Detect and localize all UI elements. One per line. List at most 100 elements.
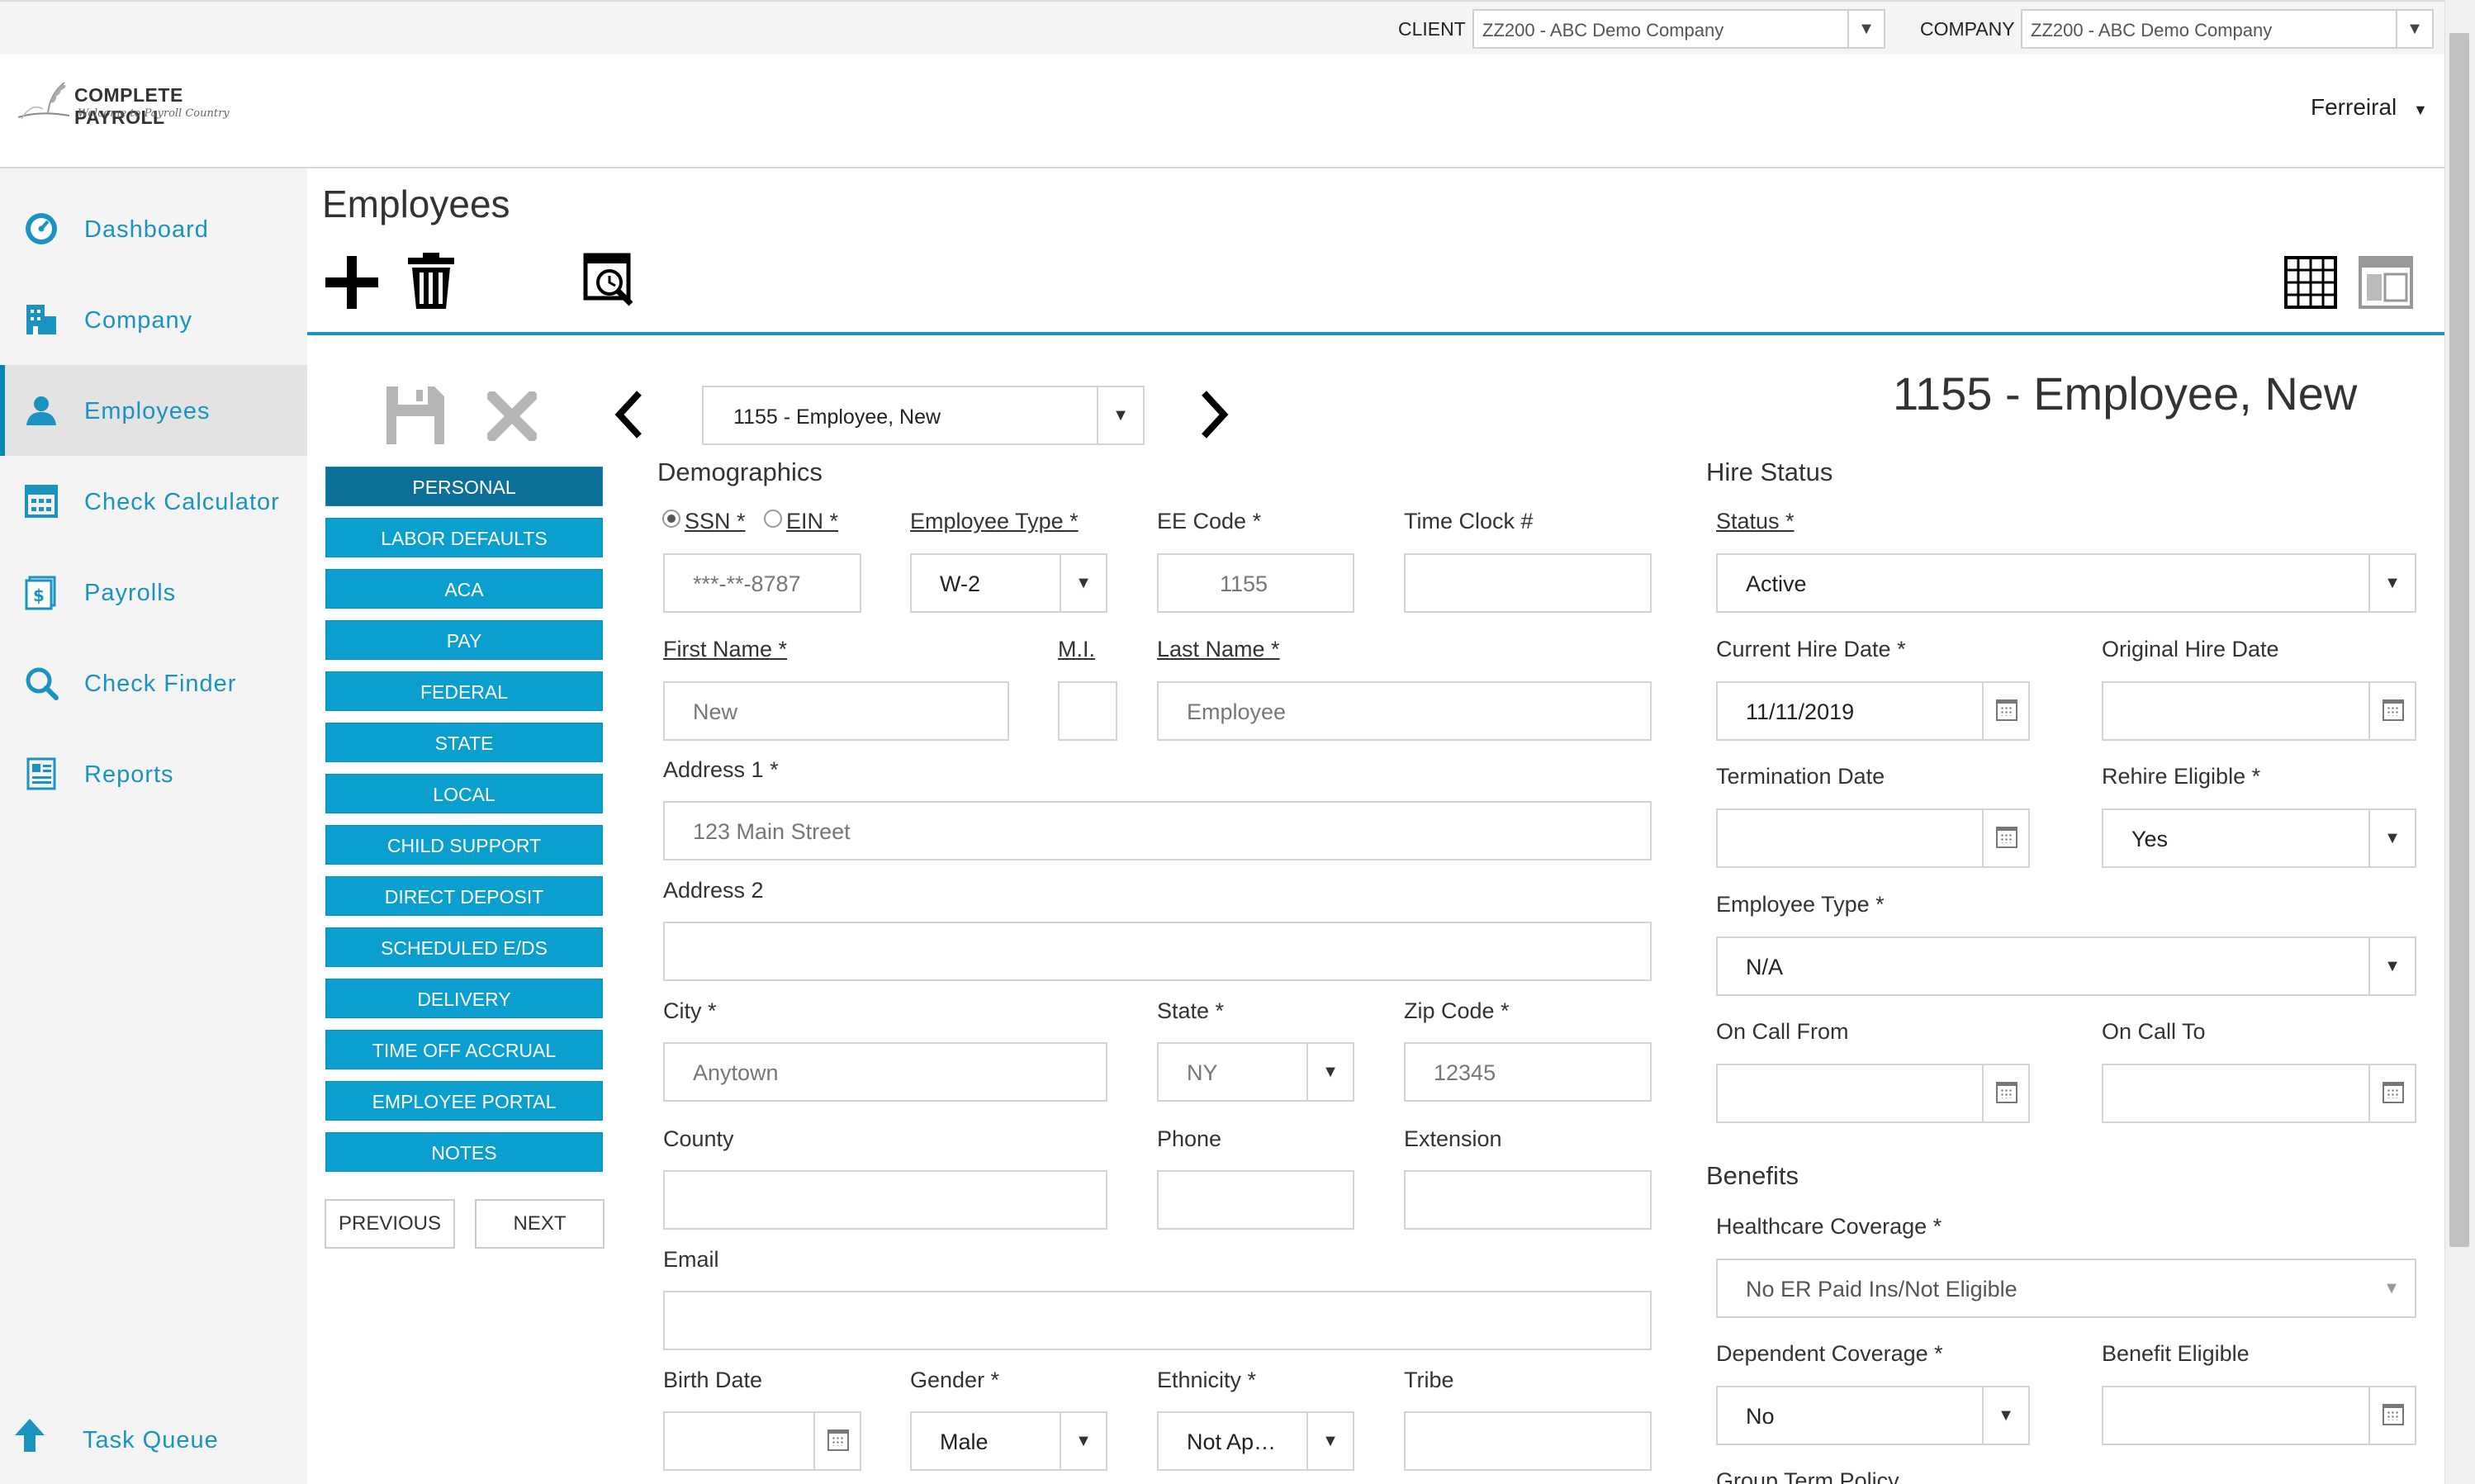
extension-input[interactable] [1404,1170,1652,1230]
save-icon[interactable] [386,386,444,444]
company-logo[interactable]: COMPLETE PAYROLL Welcome to Payroll Coun… [15,73,263,130]
company-select[interactable]: ZZ200 - ABC Demo Company ▼ [2021,9,2434,49]
first-name-input[interactable]: New [663,681,1009,741]
grid-view-icon[interactable] [2284,256,2337,309]
termination-date-input[interactable] [1716,808,2030,868]
status-select[interactable]: Active ▼ [1716,553,2416,613]
current-hire-date-input[interactable]: 11/11/2019 [1716,681,2030,741]
tab-time-off-accrual[interactable]: TIME OFF ACCRUAL [325,1030,603,1069]
dependent-coverage-select[interactable]: No ▼ [1716,1386,2030,1445]
trash-icon[interactable] [408,253,454,309]
logo-tagline: Welcome to Payroll Country [78,107,230,120]
address2-label: Address 2 [663,878,764,903]
form-view-icon[interactable] [2359,256,2413,309]
chevron-down-icon[interactable]: ▼ [1847,11,1884,47]
zip-input[interactable]: 12345 [1404,1042,1652,1102]
on-call-from-input[interactable] [1716,1064,2030,1123]
chevron-left-icon[interactable] [614,390,644,439]
rehire-eligible-select[interactable]: Yes ▼ [2102,808,2416,868]
tab-direct-deposit[interactable]: DIRECT DEPOSIT [325,876,603,916]
cancel-icon[interactable] [487,391,537,441]
chevron-down-icon[interactable]: ▼ [1097,387,1143,443]
user-menu[interactable]: Ferreiral ▼ [2311,94,2428,121]
calendar-icon[interactable] [2368,1387,2415,1444]
tab-child-support[interactable]: CHILD SUPPORT [325,825,603,865]
on-call-to-input[interactable] [2102,1064,2416,1123]
state-select[interactable]: NY ▼ [1157,1042,1354,1102]
dashboard-icon [26,213,57,244]
ssn-radio[interactable] [662,510,680,528]
sidebar-item-employees[interactable]: Employees [0,365,307,456]
tab-aca[interactable]: ACA [325,569,603,609]
tribe-input[interactable] [1404,1411,1652,1471]
sidebar-item-reports[interactable]: Reports [0,728,307,819]
sidebar-item-check-calculator[interactable]: Check Calculator [0,456,307,547]
ein-radio[interactable] [764,510,782,528]
tab-personal[interactable]: PERSONAL [325,467,603,506]
chevron-down-icon[interactable]: ▼ [2383,1279,2400,1297]
address2-input[interactable] [663,922,1652,981]
birth-date-input[interactable] [663,1411,861,1471]
sidebar-item-company[interactable]: Company [0,274,307,365]
sidebar-item-payrolls[interactable]: $ Payrolls [0,547,307,638]
original-hire-date-input[interactable] [2102,681,2416,741]
last-name-input[interactable]: Employee [1157,681,1652,741]
chevron-right-icon[interactable] [1199,390,1229,439]
calendar-icon[interactable] [2368,1065,2415,1121]
previous-button[interactable]: PREVIOUS [325,1199,455,1249]
chevron-down-icon[interactable]: ▼ [2368,555,2415,611]
hire-status-title: Hire Status [1706,458,1833,486]
ethnicity-select[interactable]: Not Ap… ▼ [1157,1411,1354,1471]
ssn-input[interactable]: ***-**-8787 [663,553,861,613]
time-clock-label: Time Clock # [1404,509,1534,533]
time-clock-input[interactable] [1404,553,1652,613]
county-input[interactable] [663,1170,1107,1230]
add-icon[interactable] [325,256,378,309]
address1-input[interactable]: 123 Main Street [663,801,1652,861]
sidebar-item-check-finder[interactable]: Check Finder [0,638,307,728]
tab-labor-defaults[interactable]: LABOR DEFAULTS [325,518,603,557]
calendar-icon[interactable] [1982,683,2028,739]
calendar-icon[interactable] [1982,1065,2028,1121]
scrollbar-thumb[interactable] [2449,33,2469,1247]
calendar-icon[interactable] [1982,810,2028,866]
email-input[interactable] [663,1291,1652,1350]
chevron-down-icon[interactable]: ▼ [2368,810,2415,866]
employee-select[interactable]: 1155 - Employee, New ▼ [702,386,1145,445]
client-select[interactable]: ZZ200 - ABC Demo Company ▼ [1472,9,1885,49]
next-button[interactable]: NEXT [475,1199,605,1249]
chevron-down-icon[interactable]: ▼ [1060,1413,1106,1469]
tab-state[interactable]: STATE [325,723,603,762]
chevron-down-icon[interactable]: ▼ [2396,11,2432,47]
ethnicity-label: Ethnicity * [1157,1368,1257,1392]
tab-local[interactable]: LOCAL [325,774,603,813]
ee-code-input[interactable]: 1155 [1157,553,1354,613]
gender-select[interactable]: Male ▼ [910,1411,1107,1471]
hire-employee-type-select[interactable]: N/A ▼ [1716,936,2416,996]
calendar-icon[interactable] [813,1413,860,1469]
tab-employee-portal[interactable]: EMPLOYEE PORTAL [325,1081,603,1121]
chevron-down-icon[interactable]: ▼ [1060,555,1106,611]
tab-notes[interactable]: NOTES [325,1132,603,1172]
employee-type-select[interactable]: W-2 ▼ [910,553,1107,613]
mi-input[interactable] [1058,681,1117,741]
chevron-down-icon[interactable]: ▼ [1306,1413,1353,1469]
tab-pay[interactable]: PAY [325,620,603,660]
sidebar-item-dashboard[interactable]: Dashboard [0,183,307,274]
chevron-down-icon[interactable]: ▼ [2368,938,2415,994]
tab-federal[interactable]: FEDERAL [325,671,603,711]
gender-value: Male [940,1429,989,1454]
tab-delivery[interactable]: DELIVERY [325,979,603,1018]
chevron-down-icon[interactable]: ▼ [1306,1044,1353,1100]
search-icon [26,667,59,700]
tab-scheduled-eds[interactable]: SCHEDULED E/DS [325,927,603,967]
calendar-icon[interactable] [2368,683,2415,739]
benefit-eligible-input[interactable] [2102,1386,2416,1445]
healthcare-coverage-select[interactable]: No ER Paid Ins/Not Eligible ▼ [1716,1259,2416,1318]
city-input[interactable]: Anytown [663,1042,1107,1102]
history-search-icon[interactable] [583,253,638,309]
on-call-to-label: On Call To [2102,1019,2206,1044]
phone-input[interactable] [1157,1170,1354,1230]
chevron-down-icon[interactable]: ▼ [1982,1387,2028,1444]
sidebar-item-task-queue[interactable]: Task Queue [0,1397,307,1480]
